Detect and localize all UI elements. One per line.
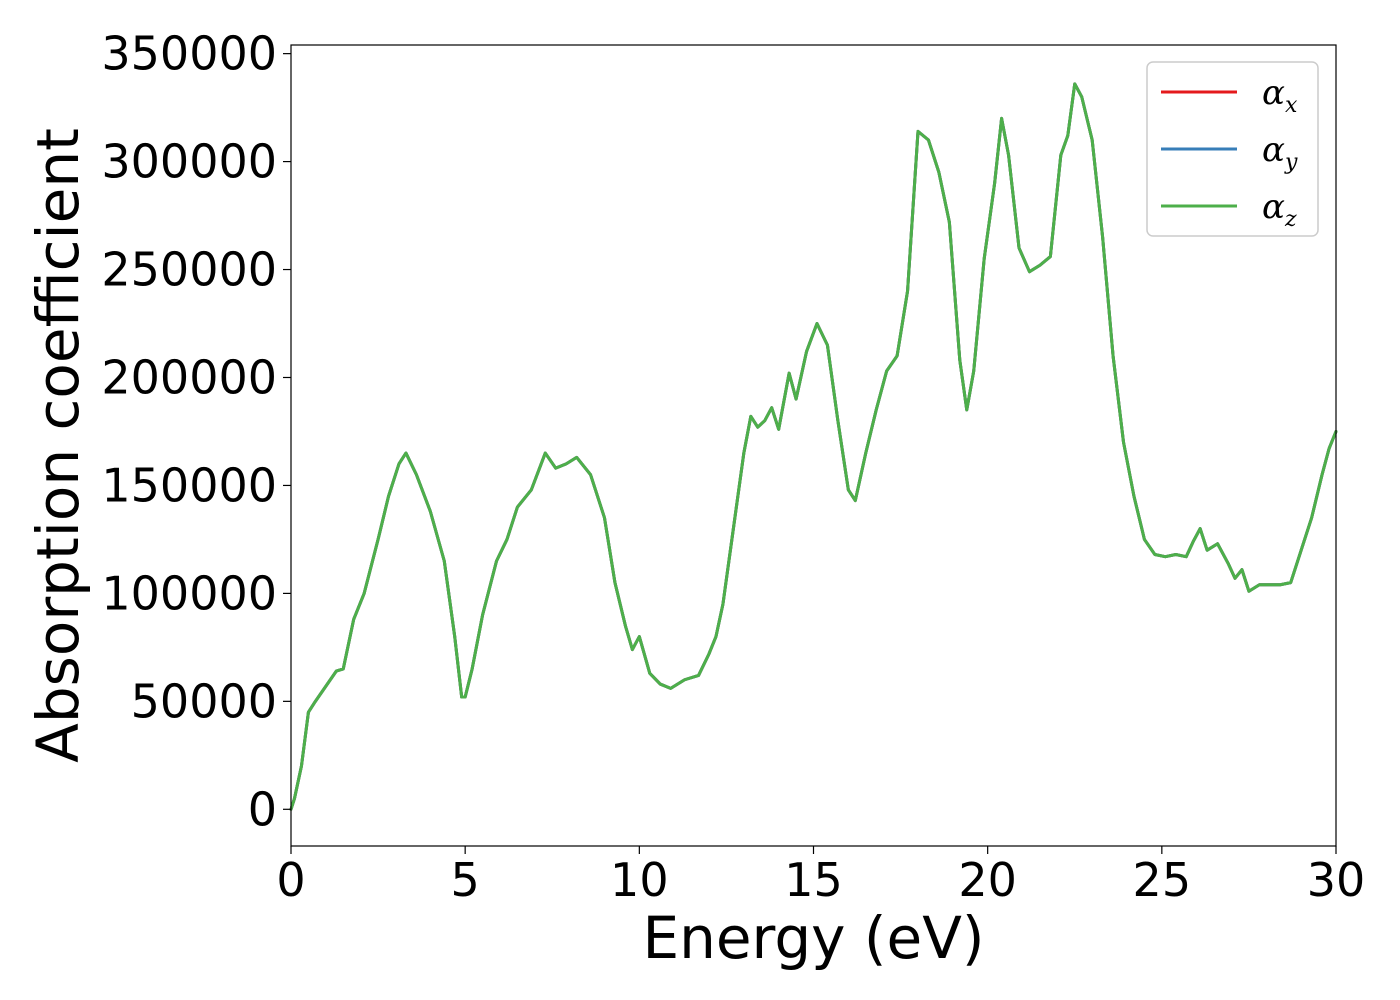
x-tick-label: 30 (1307, 853, 1366, 907)
x-tick-label: 25 (1133, 853, 1192, 907)
x-tick-label: 10 (610, 853, 669, 907)
legend: αx αy αz (1146, 61, 1319, 237)
y-tick-label: 300000 (101, 135, 277, 189)
y-tick-label: 250000 (101, 243, 277, 297)
y-tick-label: 350000 (101, 27, 277, 81)
x-tick-label: 20 (958, 853, 1017, 907)
y-tick-label: 150000 (101, 458, 277, 512)
y-tick-label: 0 (248, 782, 277, 836)
x-tick-label: 5 (451, 853, 480, 907)
x-axis: 0 5 10 15 20 25 30 (276, 846, 1365, 907)
legend-entry-label: αy (1262, 130, 1298, 175)
y-tick-label: 100000 (101, 566, 277, 620)
x-tick-label: 15 (784, 853, 843, 907)
y-axis-label: Absorption coefficient (24, 128, 92, 763)
x-tick-label: 0 (276, 853, 305, 907)
series-line-3 (289, 82, 1338, 811)
legend-entry-label: αx (1262, 73, 1298, 118)
y-tick-label: 50000 (131, 674, 277, 728)
series-layer (289, 82, 1338, 811)
x-axis-label: Energy (eV) (642, 904, 984, 972)
y-tick-label: 200000 (101, 350, 277, 404)
legend-entry-label: αz (1262, 187, 1297, 232)
y-axis: 0 50000 100000 150000 200000 250000 300000 3500… (101, 27, 291, 836)
